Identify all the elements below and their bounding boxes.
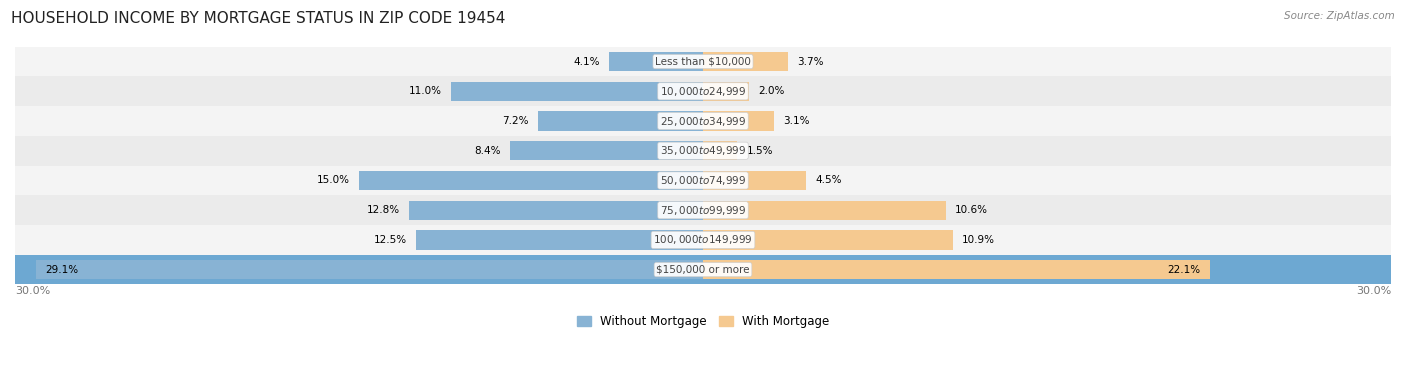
Bar — [15, 106, 1391, 136]
Text: $35,000 to $49,999: $35,000 to $49,999 — [659, 144, 747, 157]
Bar — [15, 47, 1391, 76]
Bar — [416, 230, 703, 249]
Bar — [35, 260, 703, 279]
Text: 2.0%: 2.0% — [758, 86, 785, 96]
Bar — [703, 230, 953, 249]
Text: 12.8%: 12.8% — [367, 205, 401, 215]
Bar — [703, 82, 749, 101]
Text: 15.0%: 15.0% — [316, 175, 350, 186]
Bar — [703, 141, 737, 160]
Text: $10,000 to $24,999: $10,000 to $24,999 — [659, 85, 747, 98]
Bar — [510, 141, 703, 160]
Bar — [409, 200, 703, 220]
Bar — [703, 171, 806, 190]
Bar — [15, 166, 1391, 195]
Text: $150,000 or more: $150,000 or more — [657, 265, 749, 275]
Text: 10.9%: 10.9% — [962, 235, 995, 245]
Bar — [15, 225, 1391, 255]
Text: 7.2%: 7.2% — [502, 116, 529, 126]
Text: 29.1%: 29.1% — [45, 265, 77, 275]
Bar — [15, 255, 1391, 285]
Text: 11.0%: 11.0% — [409, 86, 441, 96]
Text: 22.1%: 22.1% — [1167, 265, 1201, 275]
Text: 4.1%: 4.1% — [574, 57, 600, 67]
Bar — [703, 260, 1209, 279]
Text: 3.7%: 3.7% — [797, 57, 824, 67]
Text: 30.0%: 30.0% — [15, 286, 51, 296]
Bar — [609, 52, 703, 71]
Bar — [538, 112, 703, 131]
Text: 30.0%: 30.0% — [1355, 286, 1391, 296]
Bar — [15, 136, 1391, 166]
Legend: Without Mortgage, With Mortgage: Without Mortgage, With Mortgage — [572, 311, 834, 333]
Text: 4.5%: 4.5% — [815, 175, 842, 186]
Bar — [15, 195, 1391, 225]
Bar — [15, 76, 1391, 106]
Text: HOUSEHOLD INCOME BY MORTGAGE STATUS IN ZIP CODE 19454: HOUSEHOLD INCOME BY MORTGAGE STATUS IN Z… — [11, 11, 506, 26]
Text: 10.6%: 10.6% — [955, 205, 988, 215]
Text: $25,000 to $34,999: $25,000 to $34,999 — [659, 115, 747, 127]
Text: Source: ZipAtlas.com: Source: ZipAtlas.com — [1284, 11, 1395, 21]
Bar — [703, 112, 775, 131]
Bar — [703, 52, 787, 71]
Bar — [359, 171, 703, 190]
Text: 8.4%: 8.4% — [475, 146, 501, 156]
Text: $50,000 to $74,999: $50,000 to $74,999 — [659, 174, 747, 187]
Text: $100,000 to $149,999: $100,000 to $149,999 — [654, 233, 752, 246]
Text: Less than $10,000: Less than $10,000 — [655, 57, 751, 67]
Bar — [451, 82, 703, 101]
Text: 3.1%: 3.1% — [783, 116, 810, 126]
Bar — [703, 200, 946, 220]
Text: $75,000 to $99,999: $75,000 to $99,999 — [659, 204, 747, 217]
Text: 12.5%: 12.5% — [374, 235, 408, 245]
Text: 1.5%: 1.5% — [747, 146, 773, 156]
